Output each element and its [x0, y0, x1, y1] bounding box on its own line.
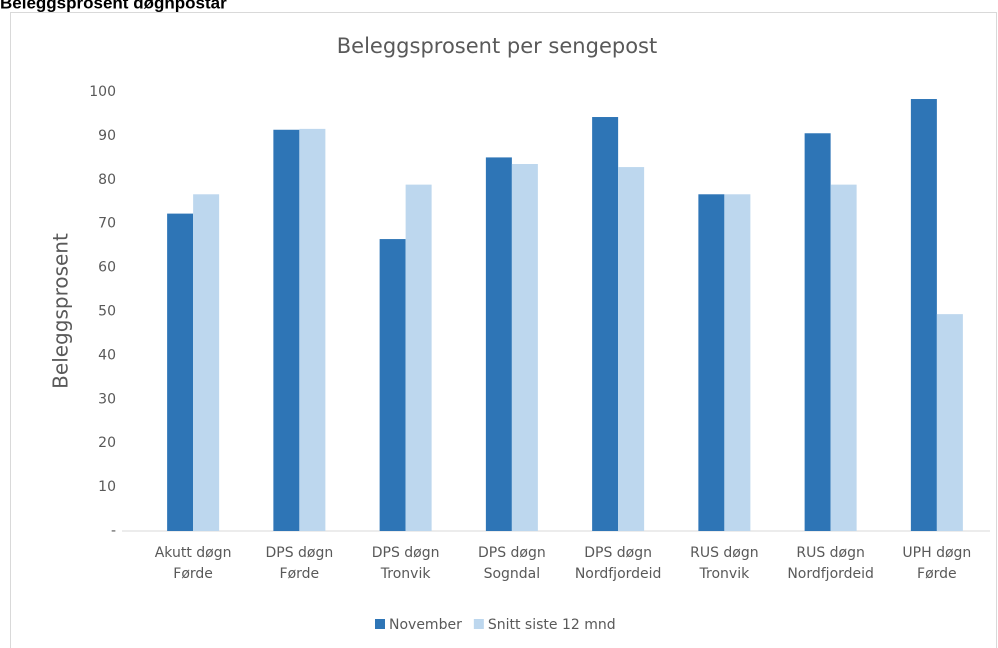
bar — [379, 239, 406, 531]
bar — [167, 213, 194, 531]
y-tick-label: 20 — [98, 435, 116, 451]
x-tick-label: DPS døgn Førde — [265, 545, 334, 582]
legend-label: November — [389, 617, 462, 633]
chart-title: Beleggsprosent per sengepost — [337, 34, 657, 58]
bar — [804, 133, 831, 532]
y-tick-label: 90 — [98, 128, 116, 144]
bar — [910, 99, 937, 532]
y-tick-label: 30 — [98, 391, 116, 407]
x-tick-label: Akutt døgn Førde — [154, 545, 232, 582]
y-tick-label: 70 — [98, 216, 116, 232]
bar — [273, 129, 300, 531]
bar — [485, 157, 512, 531]
y-axis-label: Beleggsprosent — [49, 233, 73, 389]
bar — [698, 194, 725, 532]
x-tick-label: DPS døgn Tronvik — [371, 545, 440, 582]
y-tick-label: 50 — [98, 304, 116, 320]
x-tick-label: UPH døgn Førde — [902, 545, 972, 582]
y-tick-label: 10 — [98, 479, 116, 495]
bar — [618, 167, 645, 531]
x-tick-label: DPS døgn Sogndal — [477, 545, 546, 582]
bar — [405, 184, 432, 531]
y-tick-label: 100 — [89, 84, 116, 100]
y-tick-label: - — [111, 523, 116, 539]
x-tick-label: RUS døgn Tronvik — [690, 545, 759, 582]
bar — [830, 184, 857, 531]
bar — [592, 117, 619, 531]
x-tick-label: RUS døgn Nordfjordeid — [787, 545, 874, 582]
legend-swatch — [375, 619, 385, 629]
bar — [724, 194, 751, 532]
page-heading: Beleggsprosent døgnpostar — [0, 0, 227, 12]
x-tick-label: DPS døgn Nordfjordeid — [574, 545, 662, 582]
legend-label: Snitt siste 12 mnd — [488, 617, 616, 633]
bar — [511, 163, 538, 531]
bar — [299, 128, 326, 531]
y-tick-label: 80 — [98, 172, 116, 188]
legend-swatch — [473, 619, 484, 629]
y-tick-label: 40 — [98, 347, 116, 363]
bar — [936, 314, 963, 531]
bar — [193, 194, 220, 532]
y-tick-label: 60 — [98, 260, 116, 276]
